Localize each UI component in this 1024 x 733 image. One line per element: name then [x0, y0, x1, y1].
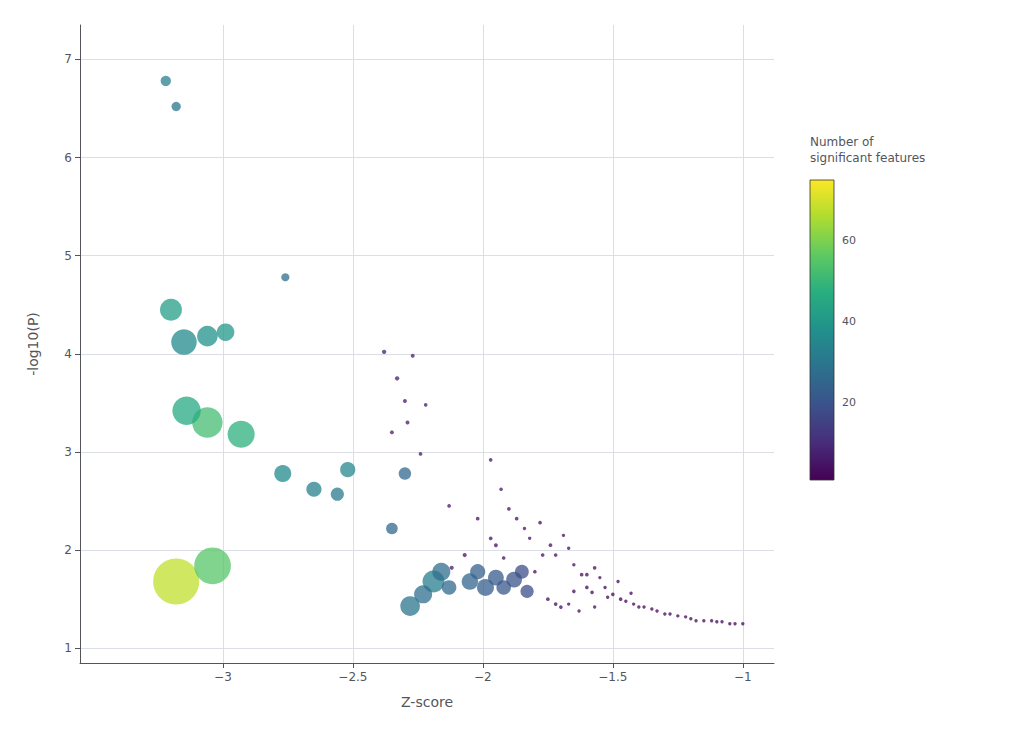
svg-text:20: 20	[842, 396, 856, 409]
svg-text:3: 3	[64, 445, 72, 459]
svg-text:6: 6	[64, 151, 72, 165]
svg-text:Number of: Number of	[810, 135, 874, 149]
svg-text:significant features: significant features	[810, 151, 925, 165]
svg-text:−1: −1	[734, 670, 752, 684]
svg-text:−2: −2	[474, 670, 492, 684]
svg-text:−3: −3	[214, 670, 232, 684]
svg-text:−1.5: −1.5	[598, 670, 627, 684]
svg-text:60: 60	[842, 234, 856, 247]
svg-text:−2.5: −2.5	[338, 670, 367, 684]
svg-text:7: 7	[64, 52, 72, 66]
svg-text:40: 40	[842, 315, 856, 328]
svg-text:1: 1	[64, 641, 72, 655]
svg-text:2: 2	[64, 543, 72, 557]
svg-text:-log10(P): -log10(P)	[25, 312, 41, 376]
svg-text:5: 5	[64, 249, 72, 263]
svg-text:Z-score: Z-score	[401, 694, 453, 710]
svg-text:4: 4	[64, 347, 72, 361]
